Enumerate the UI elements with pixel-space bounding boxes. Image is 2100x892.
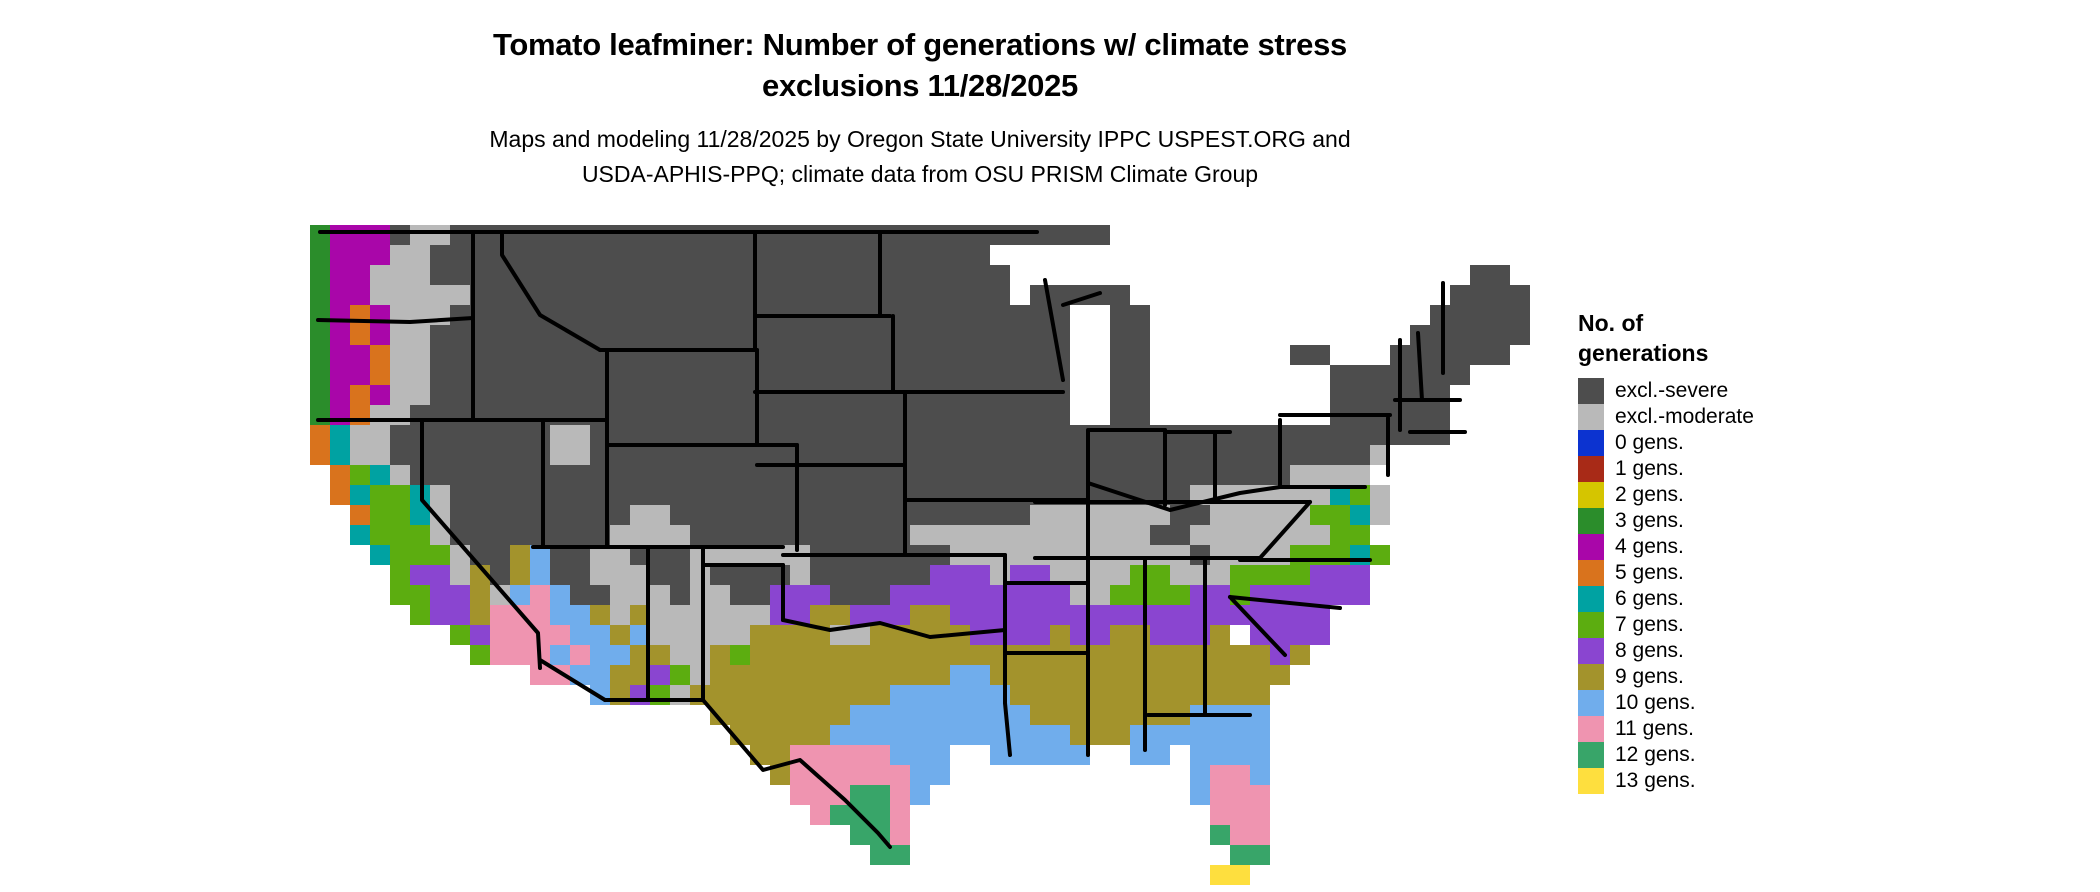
legend-label: 2 gens. — [1615, 483, 1684, 506]
legend-item: 4 gens. — [1578, 534, 1878, 560]
legend-item: excl.-moderate — [1578, 404, 1878, 430]
legend-item: 10 gens. — [1578, 690, 1878, 716]
legend: No. of generations excl.-severe excl.-mod… — [1578, 308, 1878, 794]
legend-item: 2 gens. — [1578, 482, 1878, 508]
legend-item: 9 gens. — [1578, 664, 1878, 690]
legend-items: excl.-severe excl.-moderate 0 gens. 1 gens.… — [1578, 378, 1878, 794]
page-title: Tomato leafminer: Number of generations … — [250, 24, 1590, 106]
legend-swatch — [1578, 664, 1604, 690]
legend-label: 8 gens. — [1615, 639, 1684, 662]
page-subtitle-line2: USDA-APHIS-PPQ; climate data from OSU PR… — [581, 161, 1259, 187]
page-subtitle-line1: Maps and modeling 11/28/2025 by Oregon S… — [489, 126, 1351, 152]
legend-swatch — [1578, 638, 1604, 664]
legend-label: 6 gens. — [1615, 587, 1684, 610]
legend-swatch — [1578, 586, 1604, 612]
legend-label: excl.-severe — [1615, 379, 1729, 402]
legend-label: 11 gens. — [1615, 717, 1695, 740]
legend-swatch — [1578, 690, 1604, 716]
page-title-line2: exclusions 11/28/2025 — [762, 68, 1078, 103]
legend-label: 5 gens. — [1615, 561, 1684, 584]
legend-swatch — [1578, 560, 1604, 586]
legend-label: 10 gens. — [1615, 691, 1696, 714]
page-title-line1: Tomato leafminer: Number of generations … — [493, 27, 1347, 62]
legend-item: 3 gens. — [1578, 508, 1878, 534]
legend-label: 12 gens. — [1615, 743, 1696, 766]
legend-swatch — [1578, 768, 1604, 794]
legend-label: 9 gens. — [1615, 665, 1684, 688]
page-subtitle: Maps and modeling 11/28/2025 by Oregon S… — [250, 122, 1590, 192]
legend-swatch — [1578, 716, 1604, 742]
legend-item: 12 gens. — [1578, 742, 1878, 768]
legend-swatch — [1578, 378, 1604, 404]
legend-title-line2: generations — [1578, 340, 1709, 366]
us-map — [310, 225, 1550, 885]
legend-label: 4 gens. — [1615, 535, 1684, 558]
legend-item: 11 gens. — [1578, 716, 1878, 742]
legend-item: 6 gens. — [1578, 586, 1878, 612]
us-map-raster — [310, 225, 1550, 885]
legend-item: 7 gens. — [1578, 612, 1878, 638]
legend-swatch — [1578, 742, 1604, 768]
legend-swatch — [1578, 430, 1604, 456]
legend-item: 1 gens. — [1578, 456, 1878, 482]
legend-swatch — [1578, 482, 1604, 508]
legend-item: 13 gens. — [1578, 768, 1878, 794]
legend-item: 8 gens. — [1578, 638, 1878, 664]
legend-label: 0 gens. — [1615, 431, 1684, 454]
legend-title: No. of generations — [1578, 308, 1878, 368]
legend-label: 3 gens. — [1615, 509, 1684, 532]
legend-swatch — [1578, 456, 1604, 482]
legend-swatch — [1578, 508, 1604, 534]
legend-label: excl.-moderate — [1615, 405, 1754, 428]
legend-item: 5 gens. — [1578, 560, 1878, 586]
legend-item: excl.-severe — [1578, 378, 1878, 404]
legend-swatch — [1578, 404, 1604, 430]
legend-swatch — [1578, 534, 1604, 560]
legend-label: 7 gens. — [1615, 613, 1684, 636]
legend-swatch — [1578, 612, 1604, 638]
legend-title-line1: No. of — [1578, 310, 1644, 336]
legend-label: 1 gens. — [1615, 457, 1684, 480]
legend-item: 0 gens. — [1578, 430, 1878, 456]
legend-label: 13 gens. — [1615, 769, 1696, 792]
